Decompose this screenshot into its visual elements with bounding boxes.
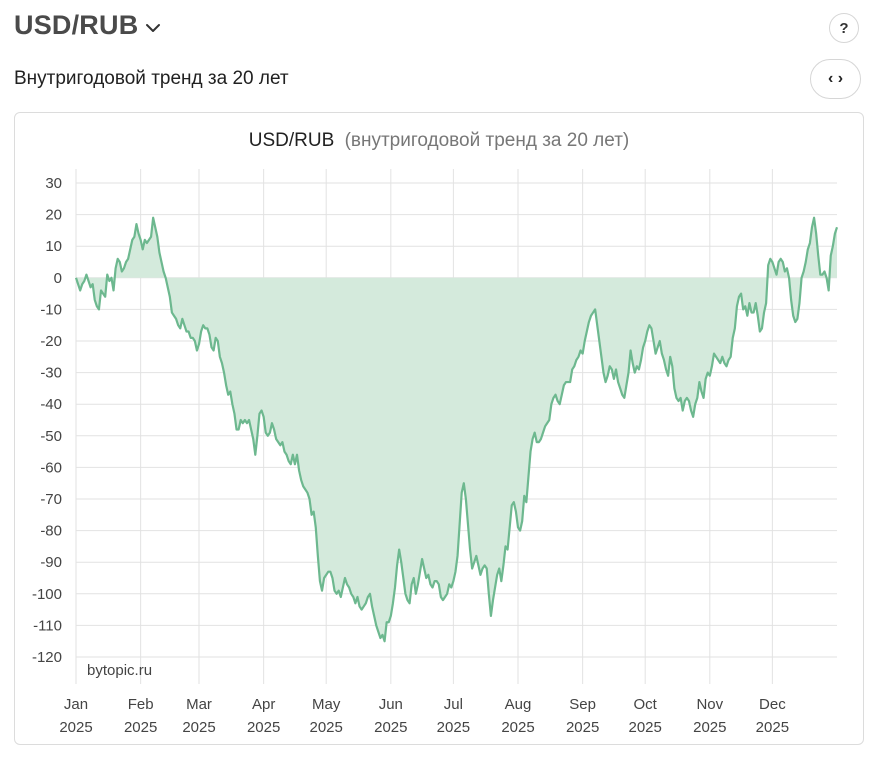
y-tick-label: -80 [40, 523, 62, 540]
x-tick-month: Jan [64, 696, 88, 713]
x-tick-month: Sep [569, 696, 596, 713]
y-tick-label: 30 [45, 175, 62, 192]
y-tick-label: -60 [40, 459, 62, 476]
y-tick-label: -110 [33, 617, 62, 634]
y-tick-label: 20 [45, 207, 62, 224]
x-tick-year: 2025 [182, 719, 215, 736]
y-tick-label: -50 [40, 428, 62, 445]
y-tick-label: -100 [32, 586, 62, 603]
x-tick-year: 2025 [124, 719, 157, 736]
x-tick-month: Feb [128, 696, 154, 713]
help-button[interactable]: ? [829, 13, 859, 43]
x-tick-month: Aug [505, 696, 532, 713]
x-tick-year: 2025 [756, 719, 789, 736]
y-tick-label: -30 [40, 365, 62, 382]
page-subtitle: Внутригодовой тренд за 20 лет [14, 68, 289, 89]
x-tick-month: Mar [186, 696, 212, 713]
y-tick-label: -40 [40, 396, 62, 413]
x-tick-month: May [312, 696, 341, 713]
x-tick-year: 2025 [566, 719, 599, 736]
y-tick-label: -70 [40, 491, 62, 508]
x-tick-year: 2025 [59, 719, 92, 736]
currency-pair-title: USD/RUB [14, 10, 139, 40]
chart-title: USD/RUB (внутригодовой тренд за 20 лет) [249, 130, 629, 151]
currency-pair-selector[interactable]: USD/RUB [14, 10, 162, 41]
x-tick-month: Jun [379, 696, 403, 713]
x-tick-year: 2025 [501, 719, 534, 736]
x-tick-year: 2025 [693, 719, 726, 736]
series-line [74, 216, 839, 643]
watermark: bytopic.ru [87, 662, 152, 679]
chart-title-main: USD/RUB [249, 130, 335, 151]
y-tick-label: -10 [40, 301, 62, 318]
x-tick-month: Jul [444, 696, 463, 713]
code-brackets-icon: ‹ › [827, 70, 844, 87]
chart-title-sub: (внутригодовой тренд за 20 лет) [345, 130, 630, 151]
y-tick-label: -120 [32, 649, 62, 666]
x-tick-year: 2025 [247, 719, 280, 736]
x-tick-month: Apr [252, 696, 275, 713]
series-area [76, 217, 837, 642]
chart-svg: USD/RUB (внутригодовой тренд за 20 лет) … [32, 130, 839, 736]
chart-card: USD/RUB (внутригодовой тренд за 20 лет) … [14, 112, 864, 745]
x-tick-month: Nov [696, 696, 723, 713]
embed-code-button[interactable]: ‹ › [810, 59, 861, 99]
chevron-down-icon [146, 23, 161, 32]
question-icon: ? [839, 19, 849, 37]
y-tick-label: 10 [45, 238, 62, 255]
x-tick-month: Oct [634, 696, 658, 713]
x-tick-year: 2025 [374, 719, 407, 736]
y-tick-label: -20 [40, 333, 62, 350]
x-tick-year: 2025 [310, 719, 343, 736]
y-tick-label: 0 [54, 270, 62, 287]
x-tick-month: Dec [759, 696, 786, 713]
y-tick-label: -90 [40, 554, 62, 571]
x-tick-year: 2025 [437, 719, 470, 736]
x-tick-year: 2025 [628, 719, 661, 736]
